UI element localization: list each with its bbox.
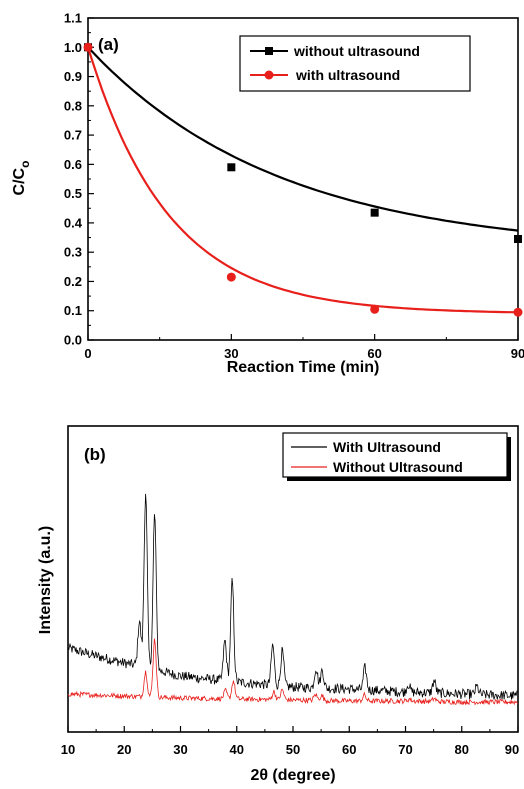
xrd-pattern-without-ultrasound (67, 638, 518, 706)
x-tick-label-a: 90 (511, 346, 524, 361)
chart-b: 10 20 30 40 50 60 70 80 90 (b) With Ultrasound W… (37, 425, 519, 784)
y-axis-title-b: Intensity (a.u.) (37, 526, 54, 634)
y-tick-label-a: 0.6 (64, 157, 82, 172)
y-tick-label-a: 0.4 (64, 215, 83, 230)
data-point-with-ultrasound (83, 42, 93, 52)
legend-label-with-ultrasound: with ultrasound (295, 67, 400, 83)
legend-marker-with-ultrasound (264, 70, 274, 80)
x-tick-label-b: 20 (117, 742, 131, 757)
y-axis-title-subscript: o (18, 161, 32, 168)
legend-marker-without-ultrasound (265, 47, 273, 55)
data-point-with-ultrasound (370, 304, 380, 314)
fit-line-with-ultrasound (86, 46, 519, 314)
x-tick-label-b: 10 (61, 742, 75, 757)
x-tick-label-b: 70 (398, 742, 412, 757)
y-tick-label-a: 0.8 (64, 98, 82, 113)
x-tick-label-a: 60 (367, 346, 381, 361)
data-point-without-ultrasound (370, 208, 379, 217)
panel-label-a: (a) (98, 35, 119, 54)
x-tick-label-b: 80 (455, 742, 469, 757)
legend-b: With Ultrasound Without Ultrasound (282, 432, 511, 481)
x-tick-label-b: 60 (342, 742, 356, 757)
y-tick-label-a: 0.1 (64, 303, 82, 318)
x-axis-title-b: 2θ (degree) (250, 767, 335, 784)
y-tick-label-a: 0.3 (64, 245, 82, 260)
legend-label-without-ultrasound: without ultrasound (293, 43, 420, 59)
y-axis-title-main: C/C (11, 167, 28, 195)
y-tick-label-a: 0.7 (64, 128, 82, 143)
legend-a: without ultrasound with ultrasound (239, 35, 471, 92)
x-axis-title-a: Reaction Time (min) (227, 359, 380, 376)
legend-label-with-ultrasound-b: With Ultrasound (333, 439, 441, 455)
data-point-without-ultrasound (514, 235, 522, 244)
legend-label-without-ultrasound-b: Without Ultrasound (333, 459, 463, 475)
panel-label-b: (b) (84, 445, 106, 464)
y-tick-label-a: 1.1 (64, 11, 82, 26)
x-tick-label-b: 30 (173, 742, 187, 757)
data-point-with-ultrasound (513, 307, 523, 317)
y-tick-label-a: 1.0 (64, 40, 82, 55)
x-tick-label-b: 40 (230, 742, 244, 757)
x-tick-label-b: 50 (286, 742, 300, 757)
xrd-pattern-with-ultrasound (67, 493, 518, 700)
x-tick-label-a: 30 (224, 346, 238, 361)
y-tick-label-a: 0.5 (64, 186, 82, 201)
y-tick-label-a: 0.9 (64, 69, 82, 84)
data-point-without-ultrasound (227, 163, 236, 172)
data-point-with-ultrasound (226, 272, 236, 282)
x-tick-label-b: 90 (505, 742, 519, 757)
y-tick-label-a: 0.0 (64, 333, 82, 348)
x-tick-label-a: 0 (84, 346, 91, 361)
chart-a: 0.0 0.1 0.2 0.3 0.4 0.5 0.6 0.7 0.8 0.9 1.0 1.1 0 30 6… (11, 11, 524, 377)
fit-line-without-ultrasound (87, 46, 519, 232)
y-axis-title-a: C/Co (11, 161, 32, 196)
y-tick-label-a: 0.2 (64, 274, 82, 289)
